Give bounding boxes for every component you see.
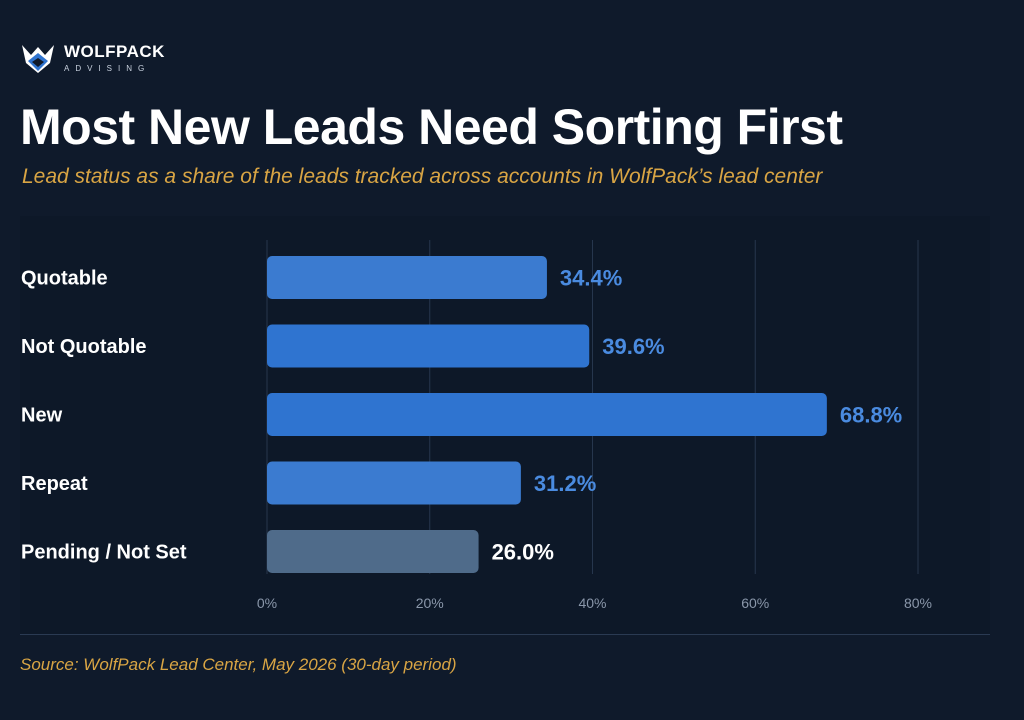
wolf-logo-icon xyxy=(22,45,54,73)
bar xyxy=(267,324,590,368)
value-label: 34.4% xyxy=(560,266,622,291)
category-label: Quotable xyxy=(21,268,108,290)
chart-subtitle: Lead status as a share of the leads trac… xyxy=(22,165,823,188)
bar xyxy=(267,256,547,299)
bar-chart: 0% 20% 40% 60% 80% Quotable 34.4% Not Quotable 3… xyxy=(21,240,932,611)
brand-logo: WOLFPACK ADVISING xyxy=(20,40,165,78)
bar xyxy=(267,393,827,436)
category-label: Pending / Not Set xyxy=(21,542,187,564)
category-label: Repeat xyxy=(21,473,88,495)
value-label: 39.6% xyxy=(602,334,664,359)
chart-title: Most New Leads Need Sorting First xyxy=(20,99,843,155)
x-tick-label: 40% xyxy=(578,595,606,611)
x-tick-label: 0% xyxy=(257,595,277,611)
x-tick-label: 60% xyxy=(741,595,769,611)
brand-name: WOLFPACK xyxy=(64,42,165,61)
category-label: New xyxy=(21,405,63,427)
category-label: Not Quotable xyxy=(21,336,147,358)
x-tick-label: 80% xyxy=(904,595,932,611)
bar xyxy=(267,461,521,505)
value-label: 68.8% xyxy=(840,403,902,428)
bar xyxy=(267,530,479,573)
chart-panel: 0% 20% 40% 60% 80% Quotable 34.4% Not Quotable 3… xyxy=(20,216,990,634)
x-tick-label: 20% xyxy=(416,595,444,611)
brand-tagline: ADVISING xyxy=(64,64,151,73)
source-note: Source: WolfPack Lead Center, May 2026 (… xyxy=(20,655,457,674)
value-label: 31.2% xyxy=(534,471,596,496)
footer-divider xyxy=(20,634,990,635)
value-label: 26.0% xyxy=(492,540,554,565)
